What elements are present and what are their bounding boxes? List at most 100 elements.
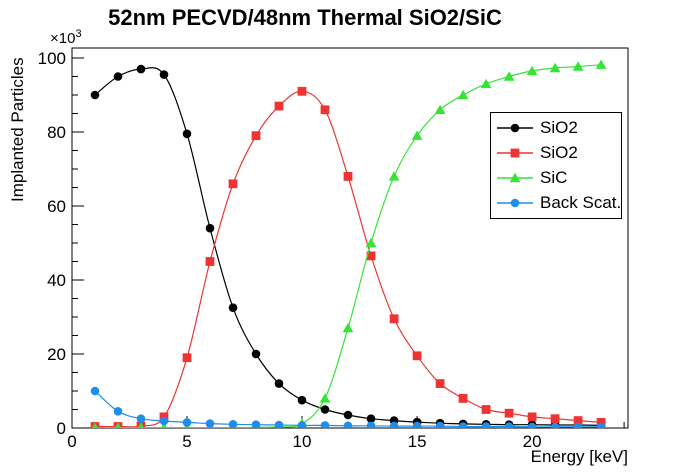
data-point-marker — [343, 421, 353, 428]
data-point-marker — [435, 379, 445, 388]
x-tick-label: 15 — [408, 432, 427, 451]
data-point-marker — [274, 101, 284, 111]
data-point-marker — [297, 395, 307, 405]
data-point-marker — [596, 418, 606, 427]
data-point-marker — [527, 422, 537, 428]
sic-triangle-marker-icon — [497, 172, 533, 183]
data-point-marker — [182, 353, 192, 363]
plot-frame — [71, 47, 629, 429]
data-point-marker — [481, 422, 491, 428]
data-point-marker — [458, 394, 468, 403]
data-point-marker — [435, 421, 445, 428]
data-point-marker — [458, 422, 468, 428]
data-point-marker — [274, 379, 284, 388]
y-axis-multiplier-base: ×10 — [50, 30, 76, 47]
data-point-marker — [182, 418, 192, 427]
x-tick-label: 20 — [523, 432, 542, 451]
data-point-marker — [412, 351, 422, 361]
data-point-marker — [549, 62, 561, 73]
data-point-marker — [595, 59, 607, 69]
data-point-marker — [205, 223, 215, 233]
x-tick-labels: 0 5 10 15 20 — [67, 432, 541, 451]
series-3-back-scat- — [90, 386, 606, 428]
data-point-marker — [113, 72, 123, 81]
data-point-marker — [572, 61, 584, 71]
legend-label-sic: SiC — [540, 168, 568, 188]
data-point-marker — [366, 421, 376, 428]
data-point-marker — [251, 131, 261, 141]
data-point-marker — [366, 251, 376, 261]
data-point-marker — [503, 71, 515, 81]
data-point-marker — [90, 386, 100, 396]
data-point-marker — [90, 90, 100, 100]
back-scat-circle-marker-icon — [497, 199, 533, 208]
data-point-marker — [320, 405, 330, 414]
data-point-marker — [365, 237, 377, 248]
data-point-marker — [182, 129, 192, 139]
data-point-marker — [366, 414, 376, 424]
y-tick-label: 100 — [38, 49, 66, 68]
y-axis-ticks — [72, 57, 84, 410]
data-point-marker — [481, 405, 491, 414]
legend-label-sio2-thermal: SiO2 — [540, 142, 578, 162]
data-point-marker — [137, 422, 145, 428]
data-point-marker — [526, 65, 538, 76]
legend-item-sio2-pecvd: SiO2 — [491, 115, 621, 140]
data-point-marker — [509, 172, 521, 183]
x-tick-label: 0 — [67, 432, 76, 451]
data-point-marker — [504, 422, 514, 428]
data-point-marker — [457, 89, 469, 100]
data-point-marker — [205, 257, 215, 266]
chart-title: 52nm PECVD/48nm Thermal SiO2/SiC — [108, 5, 502, 30]
y-tick-label: 60 — [47, 197, 66, 216]
data-point-marker — [319, 393, 331, 403]
data-point-marker — [113, 407, 123, 416]
data-point-marker — [342, 322, 354, 333]
data-point-marker — [389, 314, 399, 324]
data-point-marker — [411, 130, 423, 140]
data-point-marker — [320, 105, 330, 115]
data-point-marker — [550, 422, 560, 428]
legend-item-sic: SiC — [491, 166, 621, 191]
y-axis-multiplier: ×103 — [50, 28, 82, 47]
legend-label-sio2-pecvd: SiO2 — [540, 117, 578, 137]
data-point-marker — [136, 64, 146, 74]
legend-label-back-scat: Back Scat. — [540, 193, 622, 213]
y-tick-label: 0 — [57, 419, 66, 438]
data-point-marker — [251, 420, 261, 428]
legend-item-sio2-thermal: SiO2 — [491, 140, 621, 165]
data-point-marker — [573, 416, 583, 425]
data-point-marker — [573, 422, 583, 428]
data-point-marker — [343, 172, 353, 181]
data-point-marker — [389, 421, 399, 428]
data-point-marker — [114, 422, 122, 428]
data-point-marker — [228, 303, 238, 313]
data-point-marker — [596, 422, 606, 428]
data-point-marker — [388, 171, 400, 181]
y-tick-label: 20 — [47, 345, 66, 364]
data-point-marker — [504, 408, 514, 418]
data-point-marker — [343, 410, 353, 420]
data-point-marker — [251, 349, 261, 359]
data-point-marker — [510, 199, 520, 208]
data-point-marker — [527, 412, 537, 422]
series-markers — [90, 386, 606, 428]
data-point-marker — [510, 123, 520, 132]
data-point-marker — [136, 414, 146, 424]
data-point-marker — [297, 86, 307, 96]
legend-item-back-scat: Back Scat. — [491, 191, 621, 216]
x-tick-label: 5 — [182, 432, 191, 451]
data-point-marker — [91, 422, 99, 428]
data-point-marker — [510, 148, 520, 158]
y-axis-multiplier-exponent: 3 — [75, 28, 82, 40]
x-axis-title: Energy [keV] — [530, 447, 628, 466]
y-tick-label: 80 — [47, 123, 66, 142]
data-point-marker — [228, 179, 238, 189]
data-point-marker — [159, 416, 169, 426]
data-point-marker — [297, 421, 307, 428]
y-tick-label: 40 — [47, 271, 66, 290]
data-point-marker — [274, 420, 284, 428]
data-point-marker — [159, 70, 169, 79]
